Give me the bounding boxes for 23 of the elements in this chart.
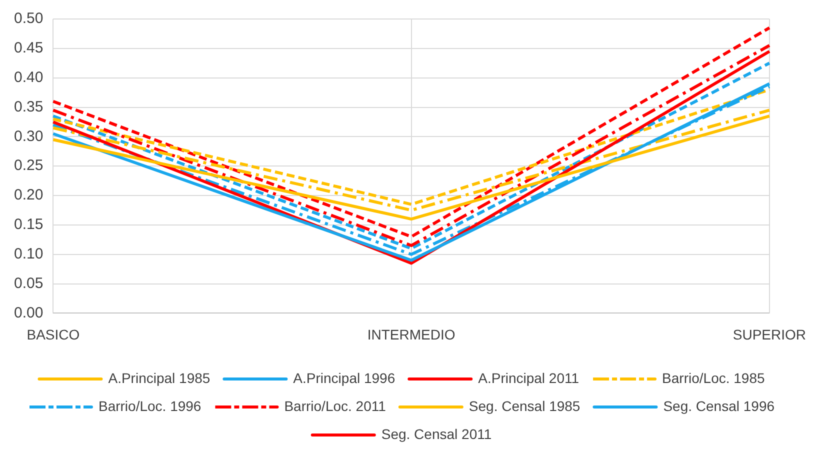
y-tick-label: 0.45 xyxy=(14,40,44,57)
x-tick-label: INTERMEDIO xyxy=(367,326,456,342)
y-tick-label: 0.35 xyxy=(14,98,44,116)
y-tick-label: 0.00 xyxy=(14,304,44,322)
x-tick-label: BASICO xyxy=(26,326,80,342)
y-tick-label: 0.30 xyxy=(14,128,44,145)
legend-label: A.Principal 1996 xyxy=(293,370,396,386)
legend-label: A.Principal 1985 xyxy=(108,370,210,386)
legend-label: Barrio/Loc. 1985 xyxy=(662,370,765,386)
y-tick-label: 0.05 xyxy=(14,274,44,292)
y-tick-label: 0.40 xyxy=(14,68,44,86)
x-tick-label: SUPERIOR xyxy=(732,326,806,342)
y-tick-label: 0.50 xyxy=(14,10,44,28)
y-tick-label: 0.20 xyxy=(14,186,44,204)
y-tick-label: 0.15 xyxy=(14,216,44,234)
legend-label: Seg. Censal 1985 xyxy=(468,398,580,414)
legend-label: Barrio/Loc. 2011 xyxy=(284,398,386,414)
legend-label: Seg. Censal 2011 xyxy=(381,426,492,442)
legend-label: Barrio/Loc. 1996 xyxy=(98,398,202,414)
legend-label: Seg. Censal 1996 xyxy=(663,398,775,414)
y-tick-label: 0.10 xyxy=(14,246,44,262)
y-tick-label: 0.25 xyxy=(14,157,44,174)
legend-label: A.Principal 2011 xyxy=(478,370,580,386)
